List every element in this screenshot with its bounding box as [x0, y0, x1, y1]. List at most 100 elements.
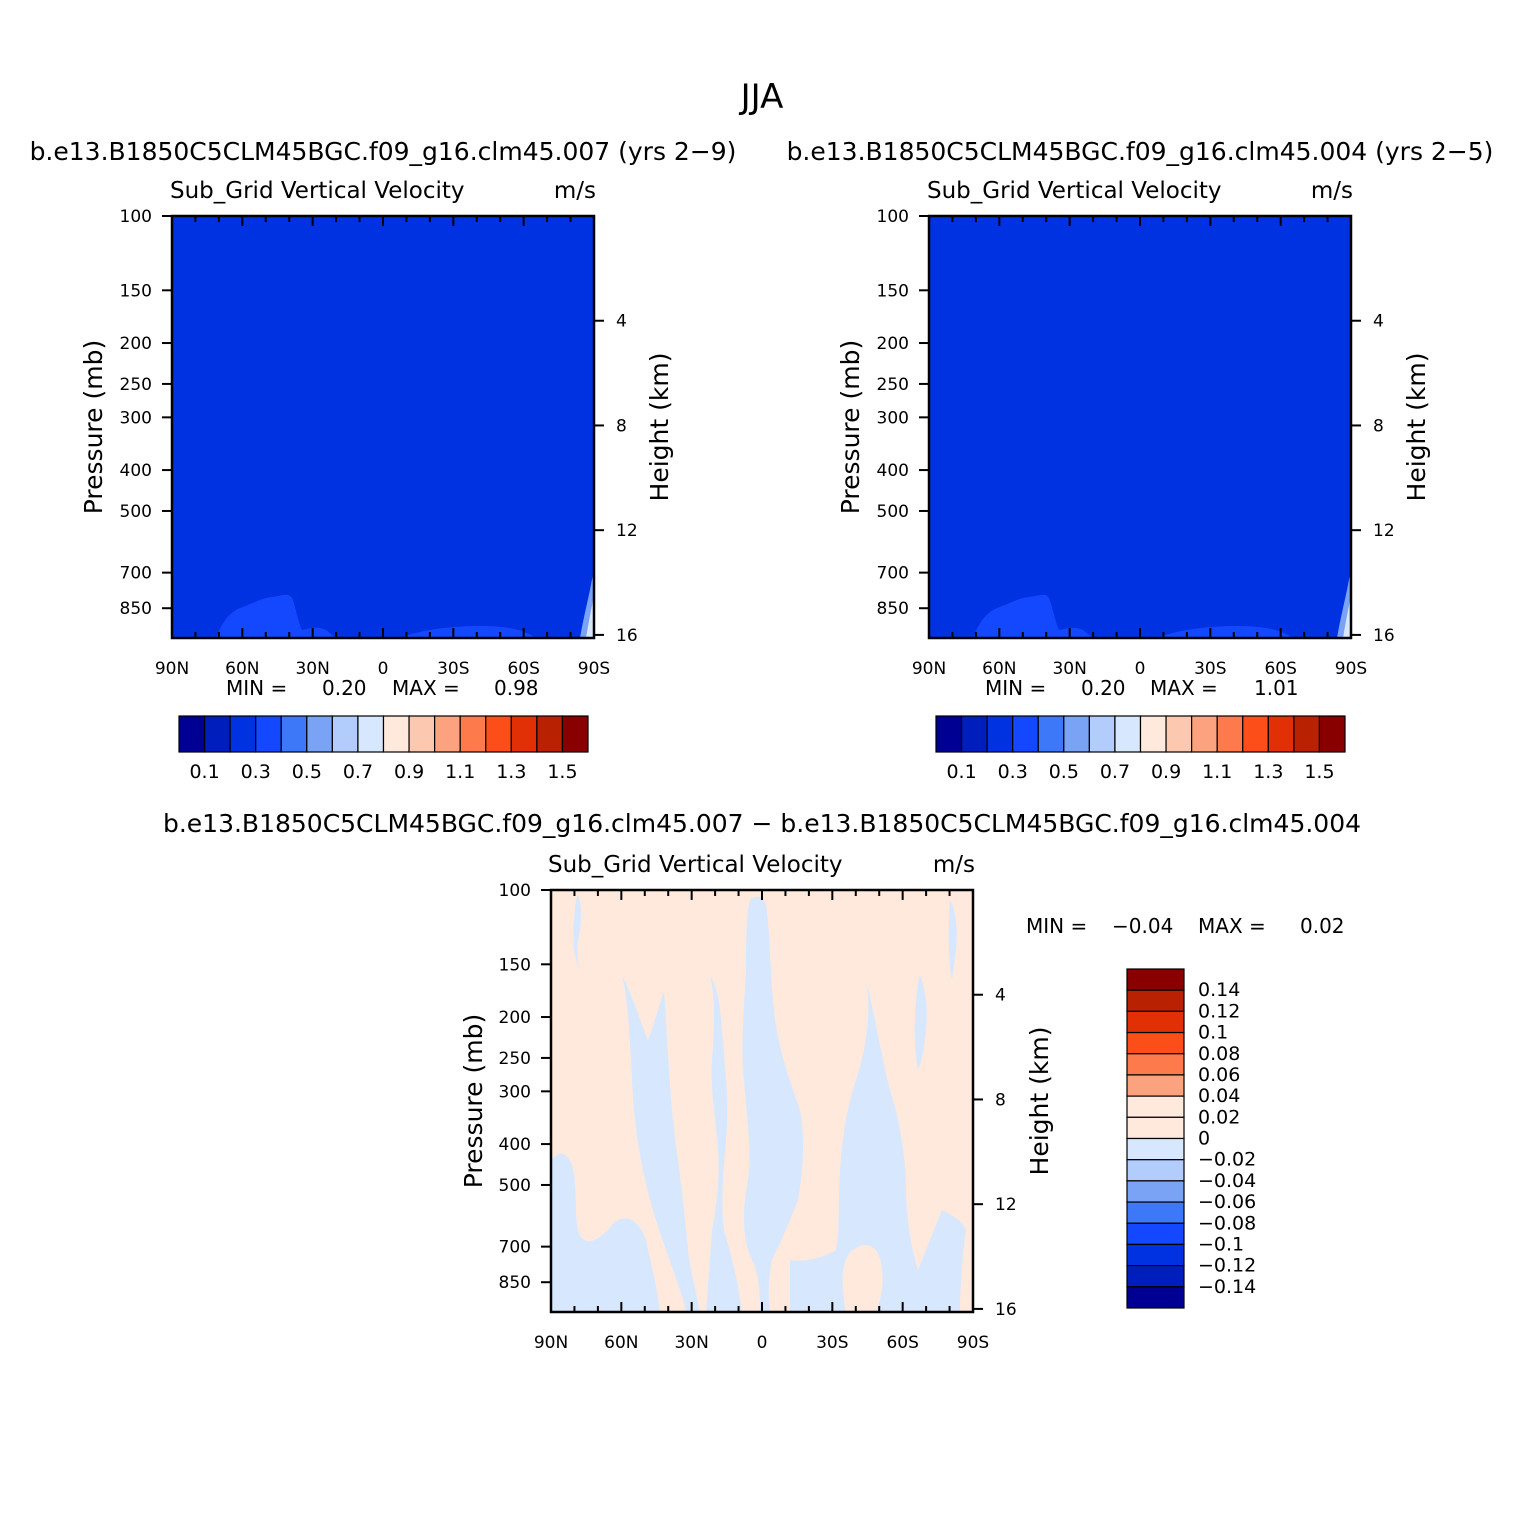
panel-3-colorbar-swatch — [1126, 1031, 1185, 1055]
panel-1-y-tick-label: 300 — [120, 408, 152, 428]
panel-1: b.e13.B1850C5CLM45BGC.f09_g16.clm45.007 … — [30, 137, 737, 783]
panel-3-x-tick-label: 0 — [757, 1333, 768, 1353]
panel-3-y2-tick-label: 12 — [995, 1195, 1017, 1215]
panel-2-colorbar-label: 0.1 — [946, 761, 976, 783]
panel-3-units: m/s — [933, 852, 975, 878]
panel-1-colorbar-swatch — [357, 715, 385, 753]
panel-1-y2-tick-label: 8 — [616, 416, 627, 436]
panel-2-y2-tick-label: 8 — [1373, 416, 1384, 436]
panel-2-colorbar-label: 0.3 — [998, 761, 1028, 783]
panel-2-y2-tick-label: 4 — [1373, 312, 1384, 332]
panel-1-y2-tick-label: 16 — [616, 626, 638, 646]
panel-3-y-tick-label: 300 — [499, 1082, 531, 1102]
panel-3-variable: Sub_Grid Vertical Velocity — [548, 852, 843, 878]
panel-2-colorbar-swatch — [986, 715, 1014, 753]
panel-3-y-tick-label: 150 — [499, 955, 531, 975]
panel-3-ylabel: Pressure (mb) — [459, 1014, 488, 1188]
panel-3-colorbar-swatch — [1126, 1159, 1185, 1182]
panel-2-colorbar-label: 0.5 — [1049, 761, 1079, 783]
panel-3-x-tick-label: 90S — [957, 1333, 989, 1353]
panel-2-y-tick-label: 100 — [877, 207, 909, 227]
panel-3-colorbar-swatch — [1126, 1265, 1185, 1288]
panel-1-y-tick-label: 250 — [120, 375, 152, 395]
panel-3-y-tick-label: 500 — [499, 1176, 531, 1196]
panel-3-colorbar-swatch — [1126, 1137, 1185, 1161]
panel-3-x-tick-label: 60N — [604, 1333, 638, 1353]
panel-3-plot-area — [549, 888, 975, 1314]
panel-1-ylabel: Pressure (mb) — [79, 340, 108, 514]
panel-2-colorbar-swatch — [1012, 715, 1039, 753]
panel-2-y-tick-label: 500 — [877, 502, 909, 522]
panel-1-y-tick-label: 200 — [120, 334, 152, 354]
panel-1-x-tick-label: 30N — [295, 659, 329, 679]
panel-1-colorbar-swatch — [280, 715, 308, 753]
panel-3-colorbar-label: −0.02 — [1198, 1149, 1256, 1171]
panel-1-colorbar-swatch — [229, 715, 257, 753]
panel-3-y2-tick-label: 8 — [995, 1090, 1006, 1110]
panel-3-colorbar-label: 0.08 — [1198, 1043, 1240, 1065]
panel-2-y-tick-label: 400 — [877, 461, 909, 481]
panel-2-ylabel: Pressure (mb) — [836, 340, 865, 514]
panel-2-x-tick-label: 0 — [1135, 659, 1146, 679]
panel-1-field-background — [172, 216, 594, 638]
panel-2-colorbar-swatch — [935, 715, 963, 753]
panel-3-colorbar-label: −0.14 — [1198, 1276, 1256, 1298]
panel-2-y-tick-label: 150 — [877, 281, 909, 301]
panel-2-plot-area — [927, 214, 1353, 640]
panel-1-units: m/s — [554, 178, 596, 204]
panel-2-colorbar-swatch — [1318, 715, 1346, 753]
panel-1-y-tick-label: 500 — [120, 502, 152, 522]
panel-2-y2-tick-label: 16 — [1373, 626, 1395, 646]
panel-1-y-tick-label: 700 — [120, 564, 152, 584]
panel-1-y-tick-label: 850 — [120, 599, 152, 619]
panel-3-y-tick-label: 100 — [499, 881, 531, 901]
panel-2-min-value: 0.20 — [1081, 676, 1126, 700]
panel-1-colorbar-swatch — [203, 715, 231, 753]
panel-1-colorbar-swatch — [255, 715, 282, 753]
panel-1-colorbar: 0.1 0.3 0.5 0.7 0.9 1.1 1.3 1.5 — [178, 715, 589, 783]
panel-1-colorbar-label: 0.7 — [343, 761, 373, 783]
panel-2-case-title: b.e13.B1850C5CLM45BGC.f09_g16.clm45.004 … — [787, 137, 1494, 166]
panel-1-field-lower-region — [216, 594, 536, 638]
panel-1-field-near-surface-max — [586, 596, 594, 638]
panel-3-y-tick-label: 400 — [499, 1135, 531, 1155]
panel-3-colorbar-swatch — [1126, 1095, 1185, 1118]
panel-2-max-value: 1.01 — [1254, 676, 1299, 700]
panel-3-colorbar-swatch — [1126, 1010, 1185, 1034]
panel-1-colorbar-label: 1.5 — [547, 761, 577, 783]
panel-3-y2label: Height (km) — [1025, 1027, 1054, 1176]
panel-3-colorbar-swatch — [1126, 1243, 1185, 1267]
panel-3-colorbar-label: 0.12 — [1198, 1000, 1240, 1022]
panel-1-colorbar-label: 0.3 — [241, 761, 271, 783]
panel-2-variable: Sub_Grid Vertical Velocity — [927, 178, 1222, 204]
panel-2-colorbar-swatch — [1037, 715, 1065, 753]
panel-2-axes: 90N 60N 30N 0 30S 60S 90S 100 150 200 250 300 400 500… — [877, 207, 1395, 679]
panel-3-colorbar-swatch — [1126, 1053, 1185, 1076]
panel-1-colorbar-swatch — [459, 715, 487, 753]
panel-1-min-label: MIN = — [226, 676, 287, 700]
panel-1-plot-area — [170, 214, 596, 640]
panel-2-colorbar-swatch — [1139, 715, 1167, 753]
panel-3-max-value: 0.02 — [1300, 914, 1345, 938]
panel-2-x-tick-label: 90N — [912, 659, 946, 679]
panel-3-y-tick-label: 850 — [499, 1273, 531, 1293]
panel-3-colorbar-swatch — [1126, 1286, 1185, 1309]
panel-3-y-tick-label: 200 — [499, 1008, 531, 1028]
panel-1-min-value: 0.20 — [322, 676, 367, 700]
panel-3-colorbar-swatch — [1126, 1074, 1185, 1097]
panel-2: b.e13.B1850C5CLM45BGC.f09_g16.clm45.004 … — [787, 137, 1494, 783]
panel-3-x-tick-label: 30N — [674, 1333, 708, 1353]
panel-3-colorbar-label: 0.04 — [1198, 1085, 1240, 1107]
panel-3-axes: 90N 60N 30N 0 30S 60S 90S 100 150 200 250 300 400 500… — [499, 881, 1017, 1353]
panel-1-colorbar-label: 0.5 — [292, 761, 322, 783]
panel-1-case-title: b.e13.B1850C5CLM45BGC.f09_g16.clm45.007 … — [30, 137, 737, 166]
panel-1-y-tick-label: 150 — [120, 281, 152, 301]
panel-1-axes: 90N 60N 30N 0 30S 60S 90S 100 150 200 250 300 400 500… — [120, 207, 638, 679]
panel-2-y2label: Height (km) — [1402, 353, 1431, 502]
panel-3-x-tick-label: 30S — [816, 1333, 848, 1353]
panel-3-max-label: MAX = — [1198, 914, 1266, 938]
panel-1-colorbar-swatch — [536, 715, 564, 753]
panel-1-colorbar-swatch — [510, 715, 538, 753]
panel-1-colorbar-label: 0.9 — [394, 761, 424, 783]
panel-2-y-tick-label: 850 — [877, 599, 909, 619]
